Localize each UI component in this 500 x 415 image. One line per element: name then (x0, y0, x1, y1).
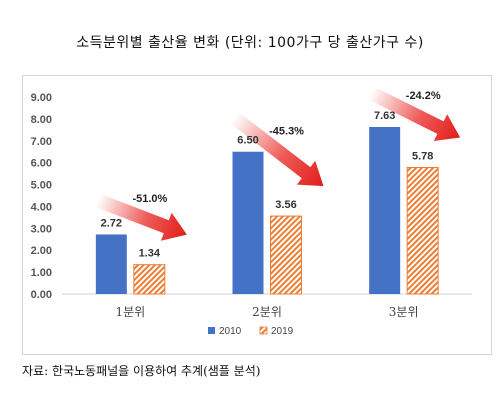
x-category-label: 2분위 (252, 305, 282, 319)
legend-label-2010: 2010 (219, 326, 242, 337)
bar-2010 (95, 234, 127, 294)
y-tick-label: 7.00 (31, 136, 52, 148)
data-label: 1.34 (139, 248, 161, 260)
decline-arrow (368, 86, 461, 142)
change-annotation: -24.2% (406, 90, 441, 102)
y-tick-label: 3.00 (31, 223, 52, 235)
decline-arrow-shape (368, 86, 461, 142)
y-tick-label: 9.00 (31, 92, 52, 104)
bar-2010 (232, 151, 264, 294)
y-tick-label: 0.00 (31, 289, 52, 301)
bar-2019 (133, 264, 166, 295)
y-tick-label: 5.00 (31, 180, 52, 192)
decline-arrow-shape (95, 193, 187, 241)
change-annotation: -51.0% (132, 193, 167, 205)
data-label: 7.63 (374, 110, 395, 122)
bar-chart: 0.00 1.00 2.00 3.00 4.00 5.00 6.00 7.00 8.00 9.00… (31, 86, 472, 337)
decline-arrow (230, 112, 324, 187)
y-tick-label: 4.00 (31, 201, 52, 213)
change-annotation: -45.3% (269, 125, 304, 137)
data-label: 3.56 (275, 199, 296, 211)
source-note: 자료: 한국노동패널을 이용하여 추계(샘플 분석) (22, 364, 261, 378)
bar-2010 (369, 126, 401, 294)
data-label: 5.78 (412, 150, 433, 162)
x-category-label: 3분위 (389, 305, 419, 319)
y-tick-label: 2.00 (31, 245, 52, 257)
legend-label-2019: 2019 (271, 326, 294, 337)
y-tick-label: 8.00 (31, 114, 52, 126)
x-category-label: 1분위 (115, 305, 145, 319)
legend-swatch-2019 (259, 326, 268, 335)
data-label: 6.50 (237, 135, 258, 147)
decline-arrow-shape (230, 112, 324, 187)
bar-2019 (270, 215, 302, 295)
legend-swatch-2010 (208, 327, 215, 334)
y-tick-label: 6.00 (31, 158, 52, 170)
y-tick-label: 1.00 (31, 267, 52, 279)
data-label: 2.72 (101, 217, 122, 229)
chart-frame (22, 75, 492, 355)
chart-title: 소득분위별 출산율 변화 (단위: 100가구 당 출산가구 수) (76, 35, 424, 51)
decline-arrow (95, 193, 187, 241)
bar-2019 (406, 166, 439, 295)
